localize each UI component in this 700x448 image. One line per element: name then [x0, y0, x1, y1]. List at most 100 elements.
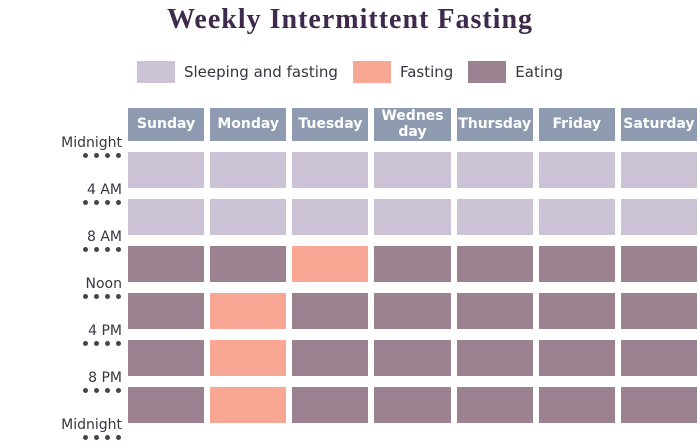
tick-dots — [83, 200, 122, 205]
legend-item-sleeping: Sleeping and fasting — [136, 61, 338, 83]
tick-dot — [116, 153, 121, 158]
time-axis: Midnight 4 AM 8 AM Noon 4 PM 8 PM Midnight — [0, 0, 124, 448]
schedule-grid: Sunday Monday Tuesday Wednes day Thursday Fri… — [128, 108, 697, 423]
time-label-text: 4 AM — [86, 182, 122, 198]
schedule-cell — [456, 246, 533, 282]
schedule-cell — [292, 340, 369, 376]
schedule-cell — [456, 152, 533, 188]
tick-dot — [83, 435, 88, 440]
tick-dot — [116, 341, 121, 346]
tick-dot — [116, 435, 121, 440]
schedule-cell — [374, 199, 451, 235]
schedule-cell — [128, 340, 205, 376]
tick-dot — [83, 388, 88, 393]
schedule-cell — [620, 387, 697, 423]
schedule-cell — [128, 246, 205, 282]
day-header-saturday: Saturday — [620, 108, 697, 141]
schedule-cell — [620, 293, 697, 329]
eating-swatch — [468, 61, 507, 83]
time-label-8-pm-5: 8 PM — [83, 370, 122, 393]
schedule-cell — [620, 340, 697, 376]
schedule-cell — [292, 199, 369, 235]
schedule-cell — [128, 293, 205, 329]
time-label-text: Midnight — [61, 417, 122, 433]
tick-dots — [83, 294, 122, 299]
schedule-cell — [456, 387, 533, 423]
tick-dots — [61, 435, 122, 440]
tick-dot — [105, 247, 110, 252]
page-title: Weekly Intermittent Fasting — [166, 4, 534, 35]
time-label-4-pm-4: 4 PM — [83, 323, 122, 346]
schedule-cell — [456, 340, 533, 376]
tick-dot — [105, 435, 110, 440]
schedule-cell — [538, 152, 615, 188]
schedule-cell — [538, 387, 615, 423]
tick-dot — [94, 435, 99, 440]
schedule-cell — [374, 293, 451, 329]
tick-dot — [94, 388, 99, 393]
schedule-cell — [374, 387, 451, 423]
schedule-cell — [210, 387, 287, 423]
tick-dot — [116, 294, 121, 299]
legend-label: Sleeping and fasting — [183, 63, 338, 81]
tick-dots — [83, 388, 122, 393]
time-label-8-am-2: 8 AM — [83, 229, 122, 252]
time-label-noon-3: Noon — [83, 276, 122, 299]
schedule-cell — [538, 246, 615, 282]
tick-dot — [94, 247, 99, 252]
day-header-sunday: Sunday — [128, 108, 205, 141]
schedule-cell — [538, 199, 615, 235]
schedule-cell — [210, 246, 287, 282]
time-label-midnight-6: Midnight — [61, 417, 122, 440]
schedule-cell — [128, 199, 205, 235]
legend: Sleeping and fasting Fasting Eating — [0, 61, 700, 83]
tick-dot — [105, 341, 110, 346]
schedule-cell — [456, 293, 533, 329]
legend-item-eating: Eating — [468, 61, 563, 83]
schedule-cell — [128, 387, 205, 423]
schedule-cell — [292, 387, 369, 423]
schedule-cell — [620, 152, 697, 188]
schedule-cell — [620, 246, 697, 282]
time-label-text: 8 AM — [86, 229, 122, 245]
tick-dot — [83, 294, 88, 299]
tick-dots — [83, 341, 122, 346]
tick-dots — [61, 153, 122, 158]
time-label-text: Noon — [85, 276, 122, 292]
day-header-friday: Friday — [538, 108, 615, 141]
tick-dot — [83, 200, 88, 205]
tick-dot — [83, 341, 88, 346]
tick-dot — [105, 153, 110, 158]
tick-dot — [83, 247, 88, 252]
tick-dot — [105, 388, 110, 393]
time-label-midnight-0: Midnight — [61, 135, 122, 158]
schedule-cell — [374, 246, 451, 282]
schedule-cell — [292, 152, 369, 188]
schedule-cell — [210, 199, 287, 235]
schedule-cell — [538, 293, 615, 329]
tick-dot — [94, 341, 99, 346]
tick-dot — [116, 388, 121, 393]
tick-dot — [83, 153, 88, 158]
tick-dots — [83, 247, 122, 252]
fasting-swatch — [352, 61, 391, 83]
tick-dot — [116, 200, 121, 205]
schedule-cell — [128, 152, 205, 188]
schedule-cell — [538, 340, 615, 376]
time-label-4-am-1: 4 AM — [83, 182, 122, 205]
schedule-cell — [620, 199, 697, 235]
day-header-monday: Monday — [210, 108, 287, 141]
schedule-cell — [210, 152, 287, 188]
schedule-cell — [374, 340, 451, 376]
time-label-text: 8 PM — [88, 370, 122, 386]
schedule-cell — [456, 199, 533, 235]
tick-dot — [105, 294, 110, 299]
day-header-tuesday: Tuesday — [292, 108, 369, 141]
schedule-cell — [210, 340, 287, 376]
sleeping-swatch — [136, 61, 175, 83]
schedule-cell — [374, 152, 451, 188]
legend-item-fasting: Fasting — [352, 61, 453, 83]
tick-dot — [105, 200, 110, 205]
day-header-thursday: Thursday — [456, 108, 533, 141]
